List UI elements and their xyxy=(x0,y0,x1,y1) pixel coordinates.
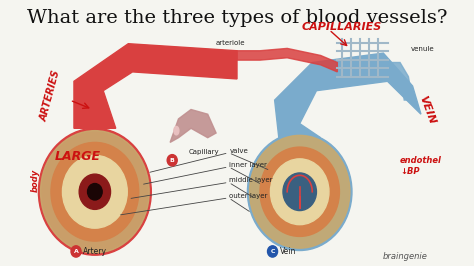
Text: C: C xyxy=(270,249,275,254)
Polygon shape xyxy=(274,53,421,138)
Text: venule: venule xyxy=(410,46,434,52)
Text: B: B xyxy=(170,158,174,163)
Circle shape xyxy=(167,155,177,166)
Ellipse shape xyxy=(79,174,110,209)
Text: body: body xyxy=(31,168,40,192)
Ellipse shape xyxy=(51,142,139,241)
Text: braingenie: braingenie xyxy=(383,252,427,261)
Text: A: A xyxy=(73,249,79,254)
Text: inner layer: inner layer xyxy=(229,162,267,168)
Text: endothel
↓BP: endothel ↓BP xyxy=(400,156,442,176)
Polygon shape xyxy=(170,110,216,142)
Text: Capillary: Capillary xyxy=(189,149,219,155)
Ellipse shape xyxy=(260,147,339,236)
Ellipse shape xyxy=(249,135,350,248)
Text: outer layer: outer layer xyxy=(229,193,268,199)
Ellipse shape xyxy=(271,159,329,225)
Text: middle layer: middle layer xyxy=(229,177,273,183)
Text: VEIN: VEIN xyxy=(418,94,437,125)
Polygon shape xyxy=(388,63,412,100)
Ellipse shape xyxy=(38,128,151,255)
Circle shape xyxy=(71,246,81,257)
Ellipse shape xyxy=(88,184,102,200)
Text: ARTERIES: ARTERIES xyxy=(39,69,63,122)
Polygon shape xyxy=(237,48,337,72)
Circle shape xyxy=(267,246,278,257)
Ellipse shape xyxy=(247,133,352,251)
Text: CAPILLARIES: CAPILLARIES xyxy=(301,22,382,32)
Ellipse shape xyxy=(40,131,149,253)
Text: What are the three types of blood vessels?: What are the three types of blood vessel… xyxy=(27,9,447,27)
Text: Artery: Artery xyxy=(83,247,107,256)
Text: valve: valve xyxy=(229,148,248,154)
Ellipse shape xyxy=(68,161,122,222)
Polygon shape xyxy=(74,44,237,128)
Text: Vein: Vein xyxy=(280,247,296,256)
Ellipse shape xyxy=(283,173,317,211)
Ellipse shape xyxy=(174,126,179,135)
Ellipse shape xyxy=(63,155,127,228)
Text: arteriole: arteriole xyxy=(216,40,246,46)
Text: LARGE: LARGE xyxy=(55,150,101,163)
